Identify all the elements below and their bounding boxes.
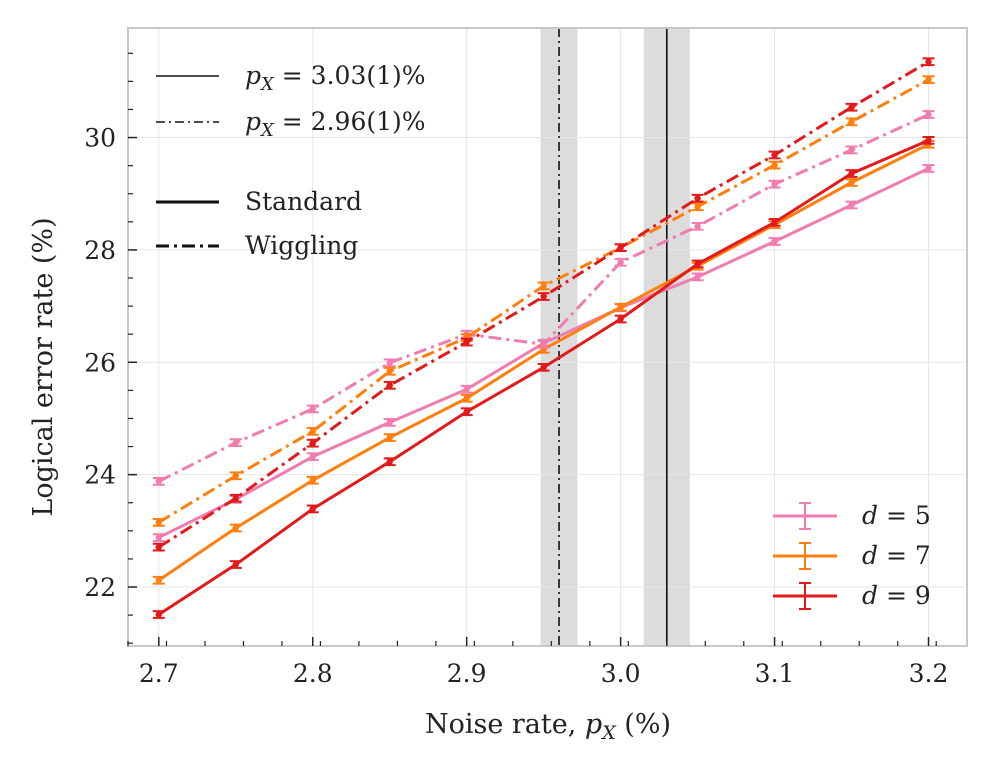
y-axis-label: Logical error rate (%) [28,217,59,516]
distance-legend-label: d = 7 [862,541,931,570]
data-point [540,364,547,371]
legends: pX = 3.03(1)% pX = 2.96(1)% Standard Wiggli… [156,61,931,610]
axis-ticks: 2.7 2.8 2.9 3.0 3.1 3.2 22 24 26 28 30 [84,52,949,688]
x-tick-label: 2.8 [293,659,333,688]
y-tick-label: 22 [84,573,116,602]
data-point [386,419,393,426]
y-tick-label: 26 [84,348,116,377]
data-point [155,478,162,485]
data-point [232,472,239,479]
data-point [309,428,316,435]
plot-border [127,27,968,647]
data-point [617,259,624,266]
data-point [848,179,855,186]
data-point [386,359,393,367]
data-point [155,519,162,526]
series-lines [152,57,935,619]
data-point [309,453,316,460]
y-tick-label: 28 [84,236,116,265]
data-point [309,477,316,484]
data-point [386,434,393,441]
data-point [694,223,701,230]
data-point [540,282,547,290]
data-point [232,439,239,446]
data-point [155,534,162,541]
distance-legend-label: d = 5 [862,501,931,530]
data-point [386,368,393,375]
y-tick-label: 24 [84,461,116,490]
threshold-legend-label-1: pX = 2.96(1)% [245,107,426,141]
x-tick-label: 3.2 [909,659,949,688]
data-point [617,315,624,323]
data-point [309,405,316,413]
series-line-5 [157,60,930,549]
data-point [155,611,162,618]
series-4 [152,75,935,527]
x-tick-label: 3.1 [755,659,795,688]
data-point [694,203,701,210]
data-point [771,219,778,226]
data-point [232,495,239,502]
data-point [540,293,547,300]
data-point [848,104,855,111]
y-tick-label: 30 [84,124,116,153]
data-point [925,111,932,118]
data-point [232,561,239,568]
series-2 [152,135,935,619]
data-point [617,244,624,251]
x-tick-label: 2.7 [139,659,179,688]
data-point [309,439,316,447]
plot-frame [127,27,968,647]
data-point [694,195,701,202]
data-point [232,524,239,532]
threshold-legend-label-0: pX = 3.03(1)% [245,61,426,95]
data-point [848,146,855,154]
data-point [463,338,470,346]
data-point [386,458,393,465]
series-3 [152,110,935,486]
data-point [925,137,932,144]
data-point [386,382,393,389]
x-tick-label: 2.9 [447,659,487,688]
style-legend-label-standard: Standard [245,187,362,216]
distance-legend-label: d = 9 [862,581,931,610]
data-point [771,238,778,245]
data-point [463,395,470,402]
data-point [925,76,932,83]
data-point [848,170,855,177]
data-point [155,543,162,551]
data-point [771,180,778,188]
data-point [617,304,624,311]
data-point [925,165,932,172]
data-point [155,577,162,584]
data-point [694,260,701,268]
series-5 [152,57,935,552]
data-point [771,151,778,159]
data-point [463,386,470,393]
data-point [848,118,855,126]
style-legend-label-wiggling: Wiggling [245,231,358,260]
data-point [694,273,701,281]
data-point [463,408,470,415]
x-axis-label: Noise rate, pX (%) [425,709,671,744]
data-point [771,161,778,169]
data-point [925,58,932,65]
data-point [309,505,316,513]
data-point [848,201,855,209]
x-tick-label: 3.0 [601,659,641,688]
data-point [540,341,547,348]
